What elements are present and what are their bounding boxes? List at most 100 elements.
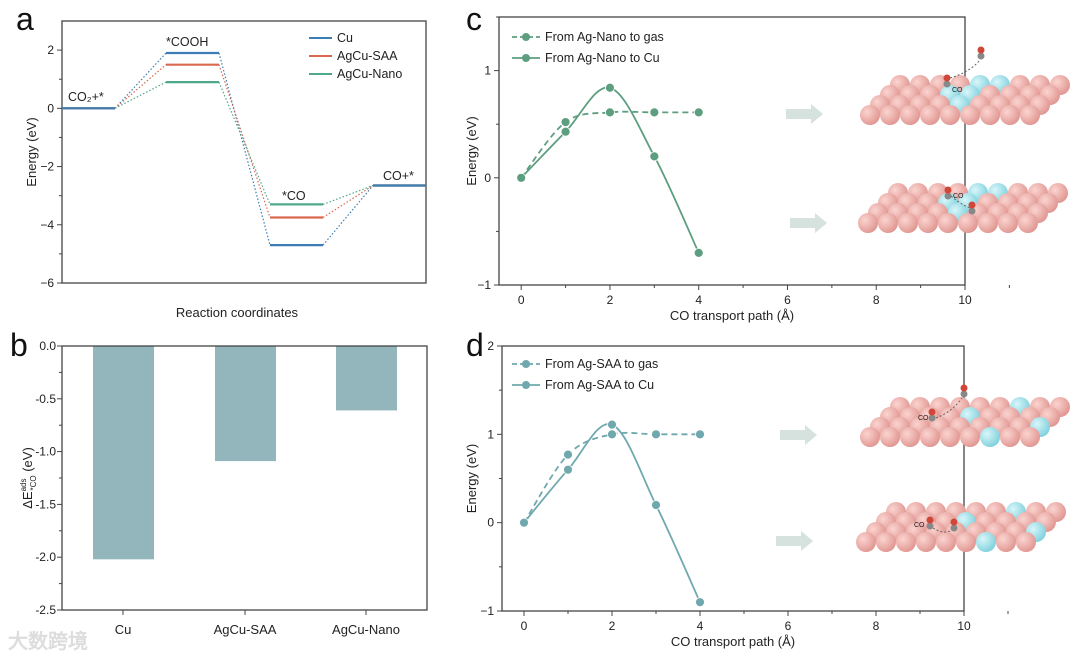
oxygen-atom bbox=[926, 516, 934, 524]
x-tick-label: Cu bbox=[115, 622, 132, 637]
cu-atom bbox=[880, 427, 900, 447]
cu-atom bbox=[896, 532, 916, 552]
series-line-1 bbox=[523, 423, 701, 603]
state-label: CO₂+* bbox=[68, 90, 104, 104]
cu-atom bbox=[898, 213, 918, 233]
data-point bbox=[651, 500, 661, 510]
legend-label: From Ag-Nano to gas bbox=[545, 30, 664, 44]
oxygen-atom bbox=[950, 518, 958, 526]
x-tick-label: 6 bbox=[785, 619, 792, 633]
y-axis-label: Energy (eV) bbox=[464, 116, 479, 185]
carbon-atom bbox=[968, 207, 976, 215]
bar-AgCu-Nano bbox=[336, 346, 397, 411]
cu-atom bbox=[1020, 427, 1040, 447]
x-axis-label: CO transport path (Å) bbox=[671, 634, 795, 649]
data-point bbox=[649, 107, 660, 118]
y-tick-label: 0 bbox=[484, 171, 491, 185]
data-point bbox=[695, 597, 705, 608]
legend-marker bbox=[522, 381, 530, 389]
co-label: CO bbox=[953, 193, 964, 200]
legend-label: From Ag-Nano to Cu bbox=[545, 51, 660, 65]
carbon-atom bbox=[960, 390, 968, 398]
data-point bbox=[563, 464, 573, 475]
chart-c-nano-transport: 0 2 4 6 8 10 −1 0 1 CO transport path (Å) Energy (… bbox=[464, 16, 1010, 323]
data-point bbox=[607, 419, 617, 430]
cu-atom bbox=[980, 105, 1000, 125]
data-point bbox=[605, 107, 615, 118]
oxygen-atom bbox=[944, 186, 952, 194]
connector-Cu bbox=[114, 52, 167, 109]
chart-b-adsorption-bars: -2.5 -2.0 -1.5 -1.0 -0.5 0.0 Cu AgCu-SAA AgCu-Na… bbox=[19, 339, 428, 637]
x-tick-label: 0 bbox=[521, 619, 528, 633]
carbon-atom bbox=[943, 80, 951, 88]
y-axis-label: ΔEads*CO (eV) bbox=[19, 447, 38, 509]
x-axis-label: Reaction coordinates bbox=[176, 305, 299, 320]
y-tick-label: -0.5 bbox=[35, 392, 56, 406]
connector-AgCu-SAA bbox=[322, 184, 374, 219]
legend-label: Cu bbox=[337, 31, 353, 45]
co-label: CO bbox=[914, 522, 925, 529]
y-tick-label: 2 bbox=[487, 339, 494, 353]
legend-marker bbox=[522, 33, 530, 41]
y-tick-label: 1 bbox=[487, 427, 494, 441]
connector-AgCu-Nano bbox=[322, 184, 374, 205]
connector-AgCu-SAA bbox=[114, 64, 167, 109]
panel-label-c: c bbox=[466, 1, 482, 37]
x-axis-label: CO transport path (Å) bbox=[670, 308, 794, 323]
cu-atom bbox=[860, 105, 880, 125]
data-point bbox=[605, 82, 615, 93]
cu-atom bbox=[856, 532, 876, 552]
y-label-sub: *CO bbox=[29, 475, 38, 490]
cu-atom bbox=[998, 213, 1018, 233]
carbon-atom bbox=[928, 414, 936, 422]
data-point bbox=[607, 429, 617, 440]
x-tick-label: 4 bbox=[697, 619, 704, 633]
cu-atom bbox=[1000, 427, 1020, 447]
y-label-unit: (eV) bbox=[20, 447, 35, 475]
cu-atom bbox=[1020, 105, 1040, 125]
carbon-atom bbox=[944, 192, 952, 200]
ag-atom bbox=[980, 427, 1000, 447]
x-tick-label: 10 bbox=[958, 293, 972, 307]
panel-label-b: b bbox=[10, 327, 28, 363]
connector-AgCu-SAA bbox=[218, 64, 271, 218]
cu-atom bbox=[1018, 213, 1038, 233]
oxygen-atom bbox=[977, 46, 985, 54]
x-tick-label: AgCu-SAA bbox=[214, 622, 277, 637]
oxygen-atom bbox=[960, 384, 968, 392]
cu-atom bbox=[940, 105, 960, 125]
data-point bbox=[695, 429, 705, 440]
panel-label-a: a bbox=[16, 1, 34, 37]
plot-frame bbox=[61, 20, 427, 284]
y-tick-label: -1.5 bbox=[35, 497, 56, 511]
x-tick-label: 4 bbox=[695, 293, 702, 307]
y-tick-label: 0.0 bbox=[39, 339, 56, 353]
ag-atom bbox=[976, 532, 996, 552]
x-tick-label: 2 bbox=[607, 293, 614, 307]
state-label: *CO bbox=[282, 189, 306, 203]
y-tick-label: −4 bbox=[40, 218, 54, 232]
cu-atom bbox=[936, 532, 956, 552]
x-tick-label: 0 bbox=[518, 293, 525, 307]
data-point bbox=[693, 247, 704, 258]
bar-AgCu-SAA bbox=[215, 346, 276, 462]
cu-atom bbox=[878, 213, 898, 233]
state-label: *COOH bbox=[166, 35, 208, 49]
y-label-sup: ads bbox=[19, 479, 28, 492]
arrow-icon bbox=[776, 531, 813, 551]
cu-atom bbox=[900, 105, 920, 125]
cu-atom bbox=[918, 213, 938, 233]
cu-atom bbox=[880, 105, 900, 125]
legend-marker bbox=[522, 54, 530, 62]
data-point bbox=[516, 172, 527, 183]
panel-label-d: d bbox=[466, 327, 484, 363]
x-tick-label: 2 bbox=[609, 619, 616, 633]
cu-atom bbox=[938, 213, 958, 233]
y-axis-label: Energy (eV) bbox=[464, 444, 479, 513]
path-arrow bbox=[932, 527, 953, 533]
connector-AgCu-Nano bbox=[218, 81, 271, 205]
y-axis-label: Energy (eV) bbox=[24, 117, 39, 186]
arrow-icon bbox=[790, 213, 827, 233]
y-tick-label: -1.0 bbox=[35, 445, 56, 459]
